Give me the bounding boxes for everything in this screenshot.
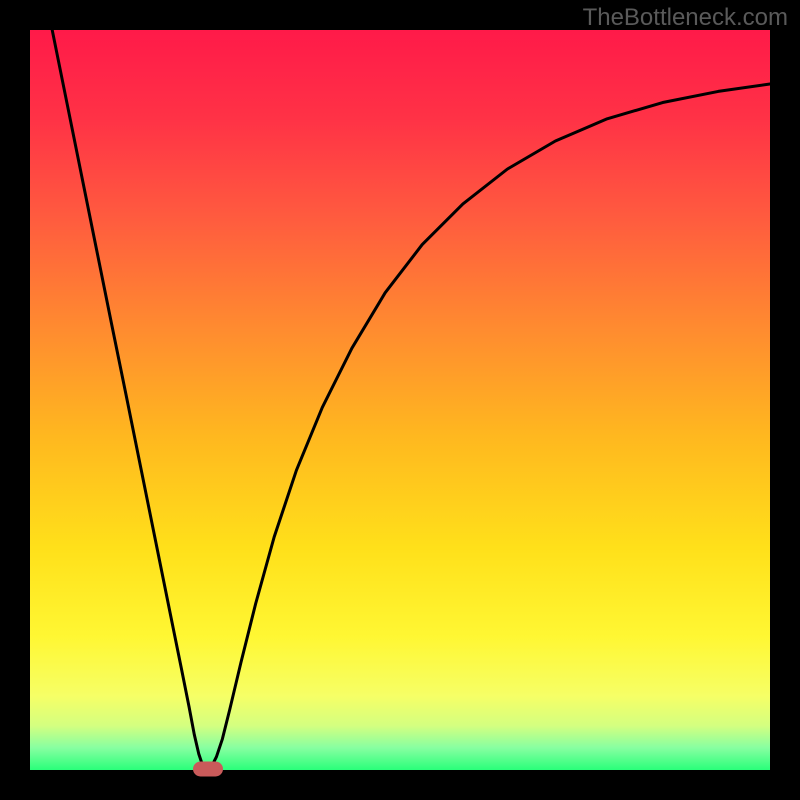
watermark-text: TheBottleneck.com bbox=[583, 4, 788, 32]
plot-area bbox=[30, 30, 770, 770]
curve-right bbox=[208, 84, 770, 769]
curve-left bbox=[52, 30, 207, 769]
curve-layer bbox=[30, 30, 770, 770]
chart-root: { "watermark": { "text": "TheBottleneck.… bbox=[0, 0, 800, 800]
minimum-marker bbox=[193, 761, 223, 776]
